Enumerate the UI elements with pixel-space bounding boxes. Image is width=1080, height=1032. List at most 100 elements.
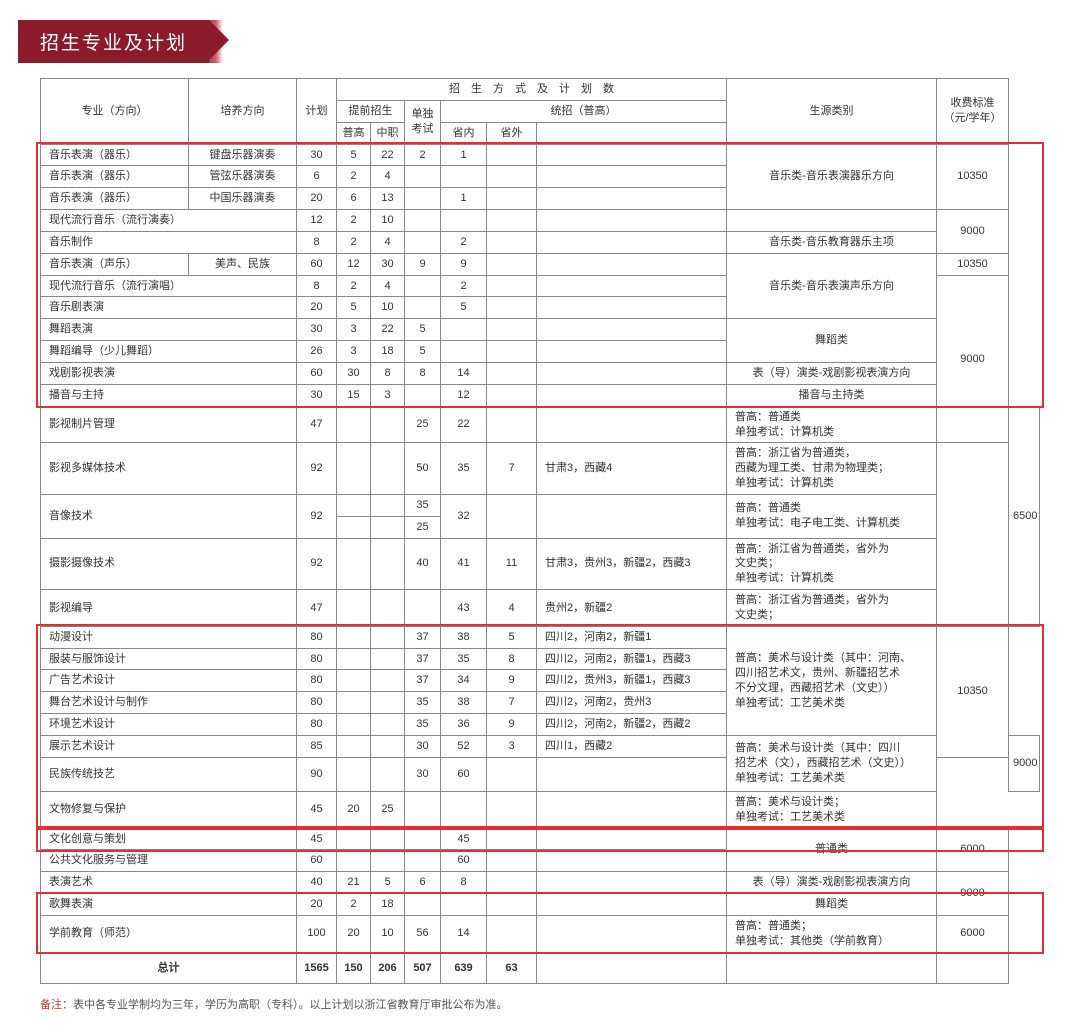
- cell-major: 民族传统技艺: [41, 757, 297, 791]
- cell-major: 文物修复与保护: [41, 791, 297, 828]
- cell-plan: 80: [297, 714, 337, 736]
- th-direction: 培养方向: [189, 79, 297, 145]
- cell-category: 普高：美术与设计类（其中：河南、 四川招艺术文，贵州、新疆招艺术 不分文理，西藏…: [727, 626, 937, 735]
- cell-plan: 60: [297, 253, 337, 275]
- cell-solo: 50: [405, 443, 441, 495]
- cell-major: 舞蹈编导（少儿舞蹈）: [41, 341, 297, 363]
- th-prov-blank: [537, 122, 727, 144]
- cell-zz: 30: [371, 253, 405, 275]
- total-cell: 总计: [41, 952, 297, 984]
- cell-in: 35: [441, 648, 487, 670]
- cell-solo: 37: [405, 648, 441, 670]
- cell-in: 45: [441, 828, 487, 850]
- cell-solo: 2: [405, 144, 441, 166]
- cell-pg: [337, 590, 371, 627]
- cell-solo: 56: [405, 915, 441, 952]
- cell-plan: 92: [297, 443, 337, 495]
- table-row: 动漫设计8037385四川2，河南2，新疆1普高：美术与设计类（其中：河南、 四…: [41, 626, 1040, 648]
- cell-prov: 甘肃3，西藏4: [537, 443, 727, 495]
- cell-major: 学前教育（师范）: [41, 915, 297, 952]
- cell-category: 音乐类-音乐表演器乐方向: [727, 144, 937, 210]
- cell-category: 表（导）演类-戏剧影视表演方向: [727, 872, 937, 894]
- cell-solo: 37: [405, 626, 441, 648]
- cell-in: 36: [441, 714, 487, 736]
- cell-major: 展示艺术设计: [41, 736, 297, 758]
- cell-category: 普高：浙江省为普通类，省外为 文史类；: [727, 590, 937, 627]
- cell-zz: 22: [371, 144, 405, 166]
- cell-in: 43: [441, 590, 487, 627]
- table-row: 展示艺术设计8530523四川1，西藏2普高：美术与设计类（其中：四川 招艺术（…: [41, 736, 1040, 758]
- footnote: 备注：表中各专业学制均为三年，学历为高职（专科）。以上计划以浙江省教育厅审批公布…: [40, 996, 1040, 1012]
- cell-prov: [537, 253, 727, 275]
- cell-category: [727, 210, 937, 232]
- cell-zz: [371, 757, 405, 791]
- cell-fee: 9000: [1009, 736, 1040, 792]
- th-major: 专业（方向）: [41, 79, 189, 145]
- cell-major: 播音与主持: [41, 384, 297, 406]
- cell-major: 音像技术: [41, 494, 297, 538]
- cell-plan: 12: [297, 210, 337, 232]
- cell-dir: 管弦乐器演奏: [189, 166, 297, 188]
- cell-plan: 85: [297, 736, 337, 758]
- cell-out: 11: [487, 538, 537, 590]
- cell-pg: [337, 757, 371, 791]
- cell-solo: 37: [405, 670, 441, 692]
- cell-out: [487, 828, 537, 850]
- cell-out: 9: [487, 670, 537, 692]
- cell-category: 舞蹈类: [727, 894, 937, 916]
- table-row: 现代流行音乐（流行演奏）122109000: [41, 210, 1040, 232]
- cell-zz: 25: [371, 791, 405, 828]
- banner-title: 招生专业及计划: [18, 20, 209, 63]
- cell-solo: [405, 188, 441, 210]
- cell-solo: [405, 791, 441, 828]
- cell-prov: [537, 872, 727, 894]
- cell-zz: [371, 670, 405, 692]
- cell-major: 音乐表演（器乐）: [41, 144, 189, 166]
- cell-plan: 60: [297, 850, 337, 872]
- cell-in: 1: [441, 188, 487, 210]
- cell-out: [487, 494, 537, 538]
- cell-prov: [537, 188, 727, 210]
- cell-in: 12: [441, 384, 487, 406]
- cell-plan: 40: [297, 872, 337, 894]
- cell-plan: 30: [297, 144, 337, 166]
- cell-zz: 13: [371, 188, 405, 210]
- cell-plan: 26: [297, 341, 337, 363]
- cell-prov: [537, 384, 727, 406]
- cell-in: 9: [441, 253, 487, 275]
- cell-major: 环境艺术设计: [41, 714, 297, 736]
- cell-plan: 20: [297, 188, 337, 210]
- cell-solo: 30: [405, 757, 441, 791]
- cell-category: 普高：普通类 单独考试：计算机类: [727, 406, 937, 443]
- cell-major: 戏剧影视表演: [41, 362, 297, 384]
- cell-in: 60: [441, 850, 487, 872]
- cell-prov: 四川2，河南2，新疆2，西藏2: [537, 714, 727, 736]
- cell-zz: [371, 516, 405, 538]
- cell-in: [441, 341, 487, 363]
- cell-solo: [405, 384, 441, 406]
- table-row: 影视多媒体技术9250357甘肃3，西藏4普高：浙江省为普通类， 西藏为理工类、…: [41, 443, 1040, 495]
- cell-pg: 2: [337, 894, 371, 916]
- cell-pg: [337, 516, 371, 538]
- cell-pg: [337, 494, 371, 516]
- cell-zz: 4: [371, 166, 405, 188]
- cell-out: [487, 872, 537, 894]
- cell-prov: [537, 915, 727, 952]
- cell-solo: 25: [405, 406, 441, 443]
- cell-dir: 键盘乐器演奏: [189, 144, 297, 166]
- cell-solo: [405, 850, 441, 872]
- cell-zz: 8: [371, 362, 405, 384]
- cell-fee: 10350: [937, 626, 1009, 757]
- th-pre: 提前招生: [337, 100, 405, 122]
- cell-prov: [537, 828, 727, 850]
- cell-plan: 80: [297, 648, 337, 670]
- cell-fee: 10350: [937, 253, 1009, 275]
- cell-solo: 25: [405, 516, 441, 538]
- cell-plan: 30: [297, 384, 337, 406]
- table-row: 歌舞表演20218舞蹈类: [41, 894, 1040, 916]
- cell-plan: 45: [297, 791, 337, 828]
- cell-pg: [337, 670, 371, 692]
- total-cell: 63: [487, 952, 537, 984]
- th-solo: 单独 考试: [405, 100, 441, 144]
- cell-solo: [405, 828, 441, 850]
